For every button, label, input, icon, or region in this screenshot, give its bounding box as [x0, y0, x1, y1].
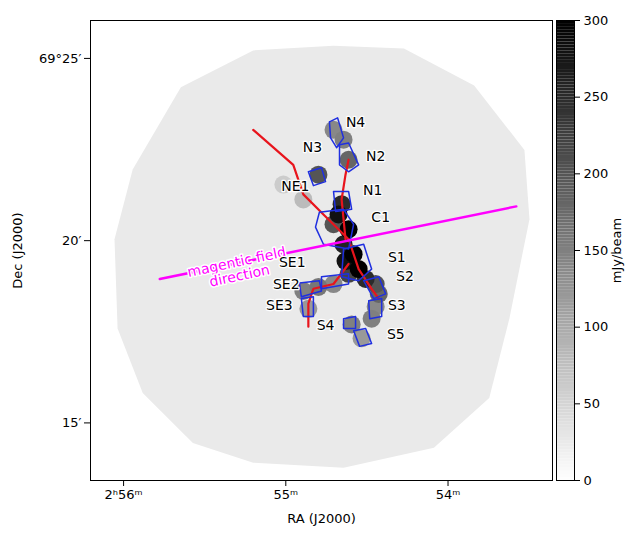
svg-text:150: 150 [584, 243, 609, 258]
svg-text:RA (J2000): RA (J2000) [287, 511, 356, 526]
svg-text:Dec (J2000): Dec (J2000) [10, 212, 25, 288]
svg-text:55ᵐ: 55ᵐ [273, 487, 298, 502]
svg-text:SE2: SE2 [273, 276, 300, 292]
svg-text:50: 50 [584, 396, 601, 411]
svg-text:N1: N1 [363, 182, 382, 198]
svg-text:S4: S4 [317, 317, 335, 333]
svg-text:20′: 20′ [62, 233, 82, 248]
svg-text:NE1: NE1 [281, 178, 309, 194]
svg-text:S5: S5 [387, 326, 405, 342]
svg-text:54ᵐ: 54ᵐ [436, 487, 461, 502]
svg-text:S3: S3 [388, 297, 406, 313]
svg-text:S1: S1 [388, 249, 406, 265]
svg-text:300: 300 [584, 13, 609, 28]
svg-text:S2: S2 [396, 268, 414, 284]
svg-text:15′: 15′ [62, 415, 82, 430]
svg-text:200: 200 [584, 166, 609, 181]
svg-text:mJy/beam: mJy/beam [609, 218, 624, 283]
svg-text:N2: N2 [366, 148, 385, 164]
svg-text:100: 100 [584, 319, 609, 334]
svg-text:SE3: SE3 [266, 297, 293, 313]
svg-text:N3: N3 [303, 139, 322, 155]
svg-text:C1: C1 [371, 209, 390, 225]
svg-text:N4: N4 [346, 114, 365, 130]
svg-text:SE1: SE1 [279, 254, 306, 270]
svg-text:0: 0 [584, 473, 592, 488]
svg-text:250: 250 [584, 89, 609, 104]
svg-text:69°25′: 69°25′ [39, 51, 82, 66]
svg-text:2ʰ56ᵐ: 2ʰ56ᵐ [105, 487, 143, 502]
